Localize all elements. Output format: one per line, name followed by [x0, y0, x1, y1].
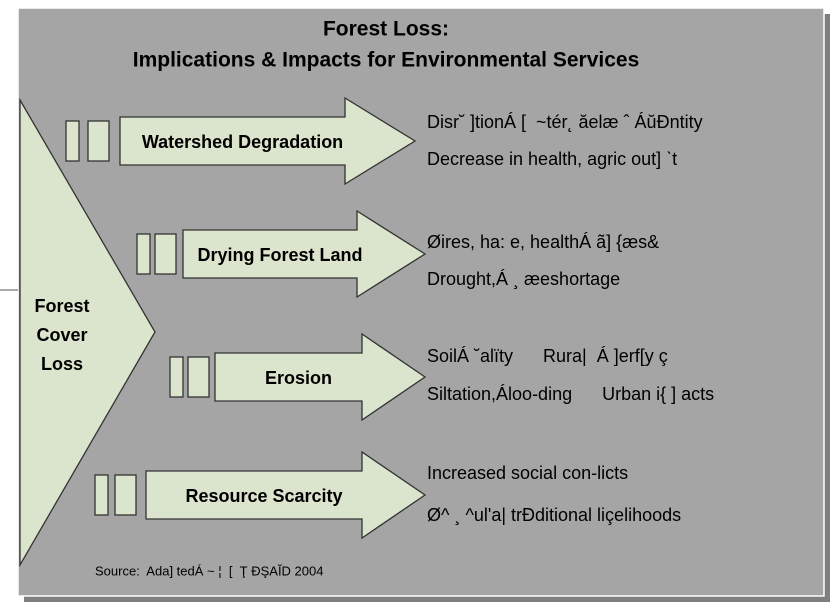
impact-label: Resource Scarcity [185, 486, 342, 506]
cause-label: Forest [34, 296, 89, 316]
cause-triangle [19, 97, 156, 568]
effect-text: Ø^ ¸ ^ul'a| trÐditional liçelihoods [427, 505, 681, 525]
arrow [145, 450, 427, 540]
impact-label: Watershed Degradation [142, 132, 343, 152]
effect-text: Decrease in health, agric out] ˋt [427, 149, 677, 169]
arrow-tail-block [187, 356, 210, 398]
arrow-tail-block [114, 474, 137, 516]
slide-background [17, 7, 825, 597]
effect-text: Disr˘ ]tionÁ [ ~tér˛ ăelæ ˆ ÁŭÐntity [427, 112, 703, 132]
arrow [119, 96, 417, 186]
effect-text: Increased social con-licts [427, 463, 628, 483]
cause-label: Cover [36, 325, 87, 345]
title-line: Forest Loss: [323, 18, 449, 41]
arrow-tail-block [136, 233, 151, 275]
arrow [214, 332, 427, 422]
impact-label: Erosion [265, 368, 332, 388]
title-line: Implications & Impacts for Environmental… [133, 49, 640, 72]
arrow-tail-block [87, 120, 110, 162]
effect-text: Drought,Á ¸ æeshortage [427, 269, 620, 289]
arrow-tail-block [94, 474, 109, 516]
arrow-tail-block [65, 120, 80, 162]
arrow-tail-block [169, 356, 184, 398]
cause-label: Loss [41, 354, 83, 374]
effect-text: Siltation,Áloo-ding Urban i{ ] acts [427, 384, 714, 404]
effect-text: Øires, ha: e, healthÁ ã] {æs& [427, 232, 659, 252]
arrow [182, 209, 427, 299]
effect-text: SoilÁ ˘alïty Rura| Á ]erf[y ç [427, 346, 668, 366]
arrow-tail-block [154, 233, 177, 275]
source: Source: Ada] tedÁ ~ ¦ [ Ţ ÐŞAĬD 2004 [95, 563, 323, 578]
impact-label: Drying Forest Land [197, 245, 362, 265]
